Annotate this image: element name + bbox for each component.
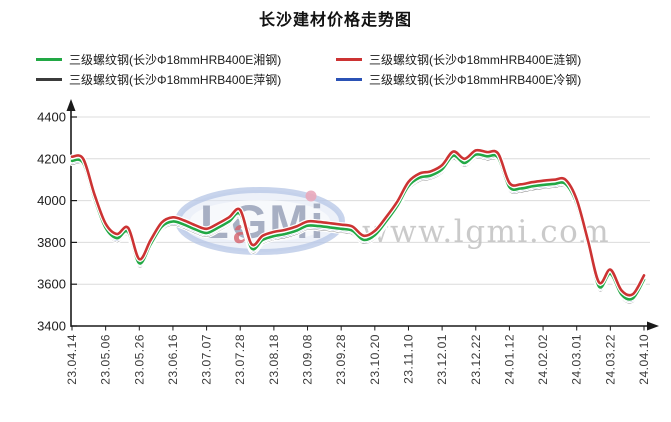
legend: 三级螺纹钢(长沙Φ18mmHRB400E湘钢) 三级螺纹钢(长沙Φ18mmHRB… <box>36 51 581 88</box>
legend-label: 三级螺纹钢(长沙Φ18mmHRB400E冷钢) <box>369 73 582 87</box>
legend-item-pinggang: 三级螺纹钢(长沙Φ18mmHRB400E萍钢) <box>36 71 336 88</box>
x-axis-tick-label: 23.10.20 <box>368 334 382 385</box>
legend-label: 三级螺纹钢(长沙Φ18mmHRB400E涟钢) <box>369 53 582 67</box>
chart-title: 长沙建材价格走势图 <box>258 12 412 29</box>
x-axis-tick-label: 23.07.07 <box>200 334 214 385</box>
y-axis-tick-label: 4000 <box>37 193 66 208</box>
legend-line-blue-icon <box>336 78 362 81</box>
x-axis: 23.04.14 23.05.06 23.05.26 23.06.16 23.07.07… <box>65 321 659 385</box>
y-axis-tick-label: 4400 <box>37 110 66 125</box>
x-axis-tick-label: 24.01.12 <box>502 334 516 385</box>
x-axis-tick-label: 23.05.26 <box>132 334 146 385</box>
x-axis-tick-label: 23.05.06 <box>99 334 113 385</box>
y-axis-tick-label: 3400 <box>37 319 66 334</box>
x-axis-tick-label: 23.12.22 <box>469 334 483 385</box>
legend-line-red-icon <box>336 58 362 61</box>
watermark-url: www.lgmi.com <box>362 214 610 250</box>
y-axis-tick-label: 4200 <box>37 151 66 166</box>
x-axis-tick-label: 24.04.10 <box>637 334 651 385</box>
x-axis-tick-label: 23.08.18 <box>267 334 281 385</box>
x-axis-arrow-icon <box>647 321 659 331</box>
x-axis-tick-label: 23.06.16 <box>166 334 180 385</box>
series-lines <box>69 147 647 305</box>
legend-item-xianggang: 三级螺纹钢(长沙Φ18mmHRB400E湘钢) <box>36 51 336 68</box>
x-axis-tick-label: 23.12.01 <box>435 334 449 385</box>
legend-item-lenggang: 三级螺纹钢(长沙Φ18mmHRB400E冷钢) <box>336 71 581 88</box>
series-line-xianggang <box>70 153 646 301</box>
legend-line-black-icon <box>36 78 62 81</box>
x-axis-tick-label: 23.11.10 <box>401 334 415 384</box>
x-axis-tick-label: 23.09.28 <box>334 334 348 385</box>
x-axis-tick-label: 24.03.01 <box>570 334 584 385</box>
legend-item-liangang: 三级螺纹钢(长沙Φ18mmHRB400E涟钢) <box>336 51 581 68</box>
legend-label: 三级螺纹钢(长沙Φ18mmHRB400E萍钢) <box>69 73 282 87</box>
legend-line-green-icon <box>36 58 62 61</box>
legend-row-1: 三级螺纹钢(长沙Φ18mmHRB400E湘钢) 三级螺纹钢(长沙Φ18mmHRB… <box>36 51 581 68</box>
x-axis-tick-label: 23.04.14 <box>65 334 79 385</box>
x-axis-tick-label: 23.09.08 <box>301 334 315 385</box>
x-axis-tick-label: 24.02.02 <box>536 334 550 385</box>
legend-label: 三级螺纹钢(长沙Φ18mmHRB400E湘钢) <box>69 53 282 67</box>
series-line-liangang <box>70 148 646 297</box>
y-axis-tick-label: 3600 <box>37 277 66 292</box>
gridlines <box>70 116 650 285</box>
y-axis-tick-label: 3800 <box>37 235 66 250</box>
x-axis-tick-label: 24.03.22 <box>603 334 617 385</box>
y-axis-arrow-icon <box>66 99 76 111</box>
x-axis-tick-label: 23.07.28 <box>233 334 247 385</box>
legend-row-2: 三级螺纹钢(长沙Φ18mmHRB400E萍钢) 三级螺纹钢(长沙Φ18mmHRB… <box>36 71 581 88</box>
y-axis: 3400 3600 3800 4000 4200 4400 <box>37 99 77 334</box>
